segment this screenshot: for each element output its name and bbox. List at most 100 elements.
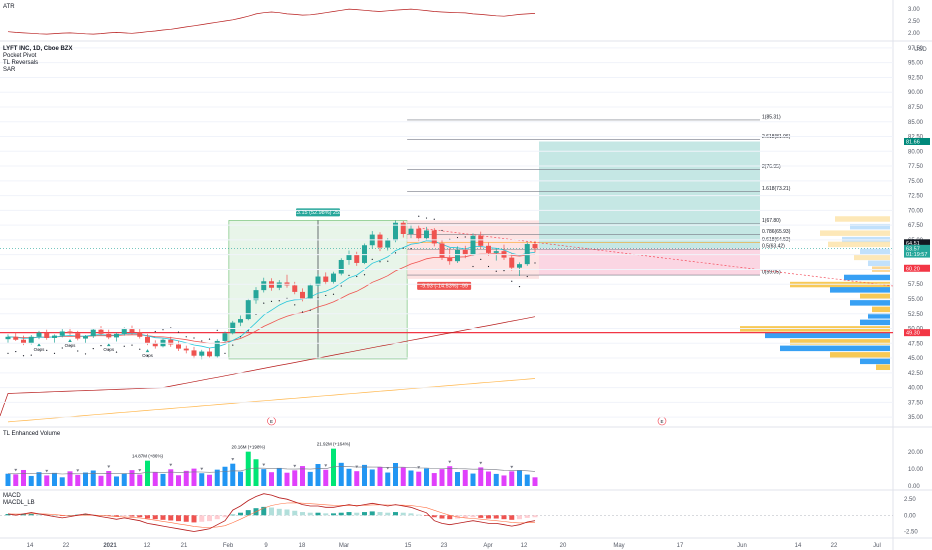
sar-dot xyxy=(487,265,490,268)
macd-hist-bar xyxy=(431,515,437,518)
candle-body xyxy=(145,336,150,344)
sar-dot xyxy=(356,275,358,278)
candle-body xyxy=(137,332,143,337)
time-tick-label: 23 xyxy=(441,543,448,549)
candle-body xyxy=(532,244,538,249)
macd-hist-bar xyxy=(416,514,422,516)
volume-bar xyxy=(145,460,150,486)
price-label: 01:19:57 xyxy=(906,252,927,258)
volume-bar xyxy=(59,477,65,486)
volume-bar xyxy=(424,468,429,486)
macd-hist-bar xyxy=(21,514,26,516)
volume-ma-line xyxy=(7,466,536,475)
sar-dot xyxy=(270,300,273,302)
volume-marker xyxy=(107,465,111,469)
range-measure-tag: 23.15 (52.98%) 255 xyxy=(294,210,342,216)
volume-panel: 14.87M (+86%) 20.16M (+198%) 21.92M (+164%… xyxy=(5,442,538,486)
price-tick-label: 95.00 xyxy=(908,61,924,67)
macd-hist-bar xyxy=(385,512,391,516)
sar-dot xyxy=(340,285,342,287)
macd-hist-bar xyxy=(245,510,251,516)
chart-title: LYFT INC, 1D, Cboe BZX xyxy=(3,46,72,52)
loss-tag: -9.93 (-14.53%) -99 xyxy=(420,284,468,290)
volume-marker xyxy=(231,458,235,461)
macd-hist-bar xyxy=(424,515,429,516)
volume-marker xyxy=(200,467,204,471)
sar-dot xyxy=(511,280,513,282)
candle-body xyxy=(524,244,530,265)
macd-hist-bar xyxy=(501,515,507,520)
price-tick-label: 90.00 xyxy=(908,90,924,96)
volume-bar xyxy=(315,464,321,486)
volume-profile-bar xyxy=(765,332,890,339)
volume-bar xyxy=(207,474,212,486)
sar-dot xyxy=(7,352,9,354)
volume-bar xyxy=(67,471,73,486)
sar-dot xyxy=(239,336,242,338)
price-tick-label: 55.00 xyxy=(908,297,924,303)
macd-hist-bar xyxy=(199,515,205,522)
volume-bar xyxy=(160,473,166,486)
volume-bar xyxy=(238,471,243,486)
price-tick-label: 82.50 xyxy=(908,135,924,141)
candle-body xyxy=(245,300,251,320)
atr-panel xyxy=(7,8,536,35)
sar-dot xyxy=(22,355,25,357)
time-tick-label: 18 xyxy=(299,543,306,549)
candle-body xyxy=(393,222,398,241)
macd-hist-bar xyxy=(52,515,57,516)
volume-annotation: 14.87M (+86%) xyxy=(132,454,163,459)
volume-tick-label: 10.00 xyxy=(908,467,924,473)
volume-bar xyxy=(331,448,336,486)
sar-dot xyxy=(309,309,311,311)
time-tick-label: 12 xyxy=(144,543,151,549)
sar-dot xyxy=(92,348,94,350)
marker-arrow xyxy=(68,339,72,343)
price-tick-label: 37.50 xyxy=(908,400,924,406)
candle-body xyxy=(238,319,243,323)
volume-tick-label: 20.00 xyxy=(908,450,924,456)
price-tick-label: 85.00 xyxy=(908,120,924,126)
price-tick-label: 72.50 xyxy=(908,194,924,200)
macd-tick-label: 0.00 xyxy=(904,513,916,519)
macd-hist-bar xyxy=(28,513,34,516)
volume-bar xyxy=(106,471,112,486)
volume-bar xyxy=(83,472,88,486)
volume-marker xyxy=(417,466,421,469)
volume-bar xyxy=(346,468,352,486)
volume-bar xyxy=(276,467,282,486)
volume-bar xyxy=(253,459,259,486)
candle-body xyxy=(253,290,259,301)
sar-dot xyxy=(108,349,110,351)
volume-bar xyxy=(222,466,228,486)
fib-level-label: 0.786(65.93) xyxy=(762,229,791,235)
volume-bar xyxy=(486,471,491,486)
sar-dot xyxy=(301,311,304,313)
volume-bar xyxy=(261,469,267,486)
marker-label: Oops xyxy=(34,347,46,352)
volume-bar xyxy=(362,464,367,486)
macd-hist-bar xyxy=(83,514,88,516)
sar-dot xyxy=(15,350,17,353)
volume-bar xyxy=(5,473,11,486)
volume-bar xyxy=(385,472,391,486)
macd-hist-bar xyxy=(207,515,212,522)
sar-dot xyxy=(84,353,87,355)
volume-bar xyxy=(214,469,220,486)
sar-dot xyxy=(441,229,443,232)
volume-bar xyxy=(129,470,135,486)
macd-tick-label: -2.50 xyxy=(904,529,918,535)
macd-hist-bar xyxy=(168,515,174,521)
volume-bar xyxy=(307,471,313,486)
candle-body xyxy=(517,264,522,268)
volume-bar xyxy=(377,466,383,486)
price-label-bg xyxy=(904,239,930,247)
sar-dot xyxy=(325,294,327,297)
macd-hist-bar xyxy=(36,514,42,516)
macd-hist-bar xyxy=(532,515,538,518)
volume-marker xyxy=(324,464,328,467)
volume-annotation: 21.92M (+164%) xyxy=(317,442,351,447)
sar-dot xyxy=(495,270,497,272)
volume-bar xyxy=(98,475,104,486)
time-tick-label: 14 xyxy=(795,543,802,549)
